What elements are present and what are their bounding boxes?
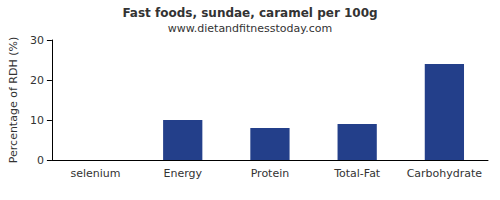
svg-text:Energy: Energy [163, 167, 202, 180]
svg-text:0: 0 [37, 154, 44, 167]
svg-text:Carbohydrate: Carbohydrate [407, 167, 483, 180]
svg-text:30: 30 [30, 34, 44, 47]
svg-text:www.dietandfitnesstoday.com: www.dietandfitnesstoday.com [168, 22, 332, 35]
svg-text:20: 20 [30, 74, 44, 87]
svg-text:selenium: selenium [70, 167, 120, 180]
svg-text:Percentage of RDH (%): Percentage of RDH (%) [7, 37, 20, 163]
svg-text:Fast foods, sundae, caramel pe: Fast foods, sundae, caramel per 100g [122, 6, 377, 20]
svg-text:10: 10 [30, 114, 44, 127]
svg-text:Protein: Protein [251, 167, 290, 180]
svg-text:Total-Fat: Total-Fat [333, 167, 381, 180]
